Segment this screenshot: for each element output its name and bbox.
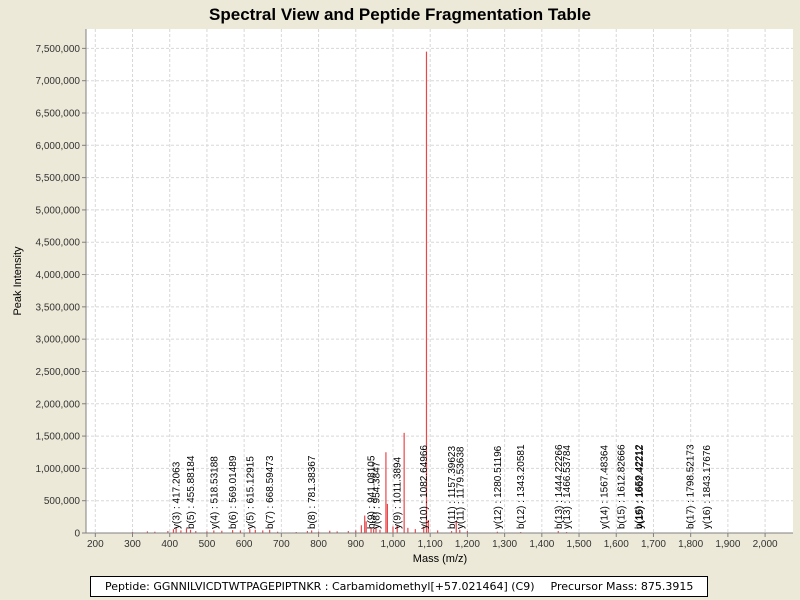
- peak-annotation: y(15) : 1662.42212: [635, 445, 646, 529]
- x-axis-label: Mass (m/z): [413, 553, 467, 565]
- y-tick-label: 4,500,000: [36, 238, 81, 249]
- peak-annotation: y(3) : 417.2063: [172, 461, 183, 529]
- peak-annotation: b(11) : 1157.39623: [447, 446, 458, 529]
- x-tick-label: 1,800: [678, 539, 703, 550]
- peptide-info-box: Peptide: GGNNILVICDTWTPAGEPIPTNKR : Carb…: [90, 576, 708, 597]
- peak-annotation: y(10) : 1082.64966: [419, 445, 430, 529]
- x-tick-label: 900: [347, 539, 364, 550]
- peak-annotation: y(8) : 954.3847: [372, 461, 383, 529]
- peak-annotation: y(16) : 1843.17676: [702, 445, 713, 529]
- y-tick-label: 3,500,000: [36, 302, 81, 313]
- x-tick-label: 1,400: [529, 539, 554, 550]
- x-tick-label: 1,300: [492, 539, 517, 550]
- peak-annotation: b(9) : 941.08105: [367, 455, 378, 529]
- grid-lines: [86, 29, 793, 534]
- y-tick-label: 500,000: [44, 496, 81, 507]
- peak-annotation: y(11) : 1179.53638: [455, 446, 466, 529]
- x-tick-label: 1,700: [641, 539, 666, 550]
- peak-annotation: b(16) : 1659.42212: [634, 444, 645, 529]
- x-tick-label: 400: [161, 539, 178, 550]
- y-tick-label: 7,500,000: [36, 44, 81, 55]
- y-tick-label: 2,500,000: [36, 367, 81, 378]
- y-tick-label: 6,000,000: [36, 141, 81, 152]
- peak-annotation: b(6) : 569.01489: [228, 455, 239, 529]
- x-tick-label: 800: [310, 539, 327, 550]
- y-tick-label: 3,000,000: [36, 335, 81, 346]
- x-tick-label: 1,500: [567, 539, 592, 550]
- y-tick-label: 4,000,000: [36, 270, 81, 281]
- y-tick-label: 7,000,000: [36, 76, 81, 87]
- peak-annotation: b(17) : 1798.52173: [686, 444, 697, 529]
- chart-title: Spectral View and Peptide Fragmentation …: [209, 5, 591, 24]
- peak-annotation: b(13) : 1444.22266: [554, 444, 565, 529]
- x-tick-label: 1,900: [715, 539, 740, 550]
- precursor-mass-label: Precursor Mass: 875.3915: [550, 580, 694, 593]
- x-tick-label: 1,000: [380, 539, 405, 550]
- y-tick-label: 5,000,000: [36, 205, 81, 216]
- peak-annotation: y(5) : 615.12915: [245, 456, 256, 529]
- x-tick-label: 1,100: [418, 539, 443, 550]
- peak-annotation: y(9) : 1011.3894: [393, 456, 404, 529]
- x-tick-label: 300: [124, 539, 141, 550]
- peak-annotation: y(13) : 1466.53784: [562, 445, 573, 529]
- y-tick-label: 5,500,000: [36, 173, 81, 184]
- x-tick-label: 1,600: [604, 539, 629, 550]
- peak-annotation: y(14) : 1567.48364: [600, 445, 611, 529]
- x-tick-label: 1,200: [455, 539, 480, 550]
- peak-annotations: y(3) : 417.2063 b(5) : 455.88184 y(4) : 51…: [172, 444, 714, 529]
- peak-annotation: b(8) : 781.38367: [307, 455, 318, 529]
- y-tick-label: 6,500,000: [36, 109, 81, 120]
- axes: 200 300 400 500 600 700 800 900 1,000 1,100 1,200 1…: [36, 29, 793, 550]
- x-tick-label: 500: [199, 539, 216, 550]
- peak-annotation: b(5) : 455.88184: [186, 455, 197, 529]
- y-tick-label: 2,000,000: [36, 399, 81, 410]
- y-axis-label: Peak Intensity: [12, 246, 24, 316]
- peak-annotation: y(4) : 518.53188: [209, 456, 220, 529]
- x-tick-label: 600: [236, 539, 253, 550]
- y-tick-label: 1,000,000: [36, 464, 81, 475]
- peak-annotation: y(12) : 1280.51196: [493, 445, 504, 529]
- x-tick-label: 700: [273, 539, 290, 550]
- peak-annotation: b(12) : 1343.20581: [516, 444, 527, 529]
- y-tick-label: 1,500,000: [36, 432, 81, 443]
- peak-annotation: b(15) : 1612.82666: [617, 444, 628, 529]
- x-tick-label: 2,000: [753, 539, 778, 550]
- y-tick-label: 0: [74, 529, 80, 540]
- x-tick-label: 200: [87, 539, 104, 550]
- peptide-label: Peptide: GGNNILVICDTWTPAGEPIPTNKR : Carb…: [105, 580, 535, 593]
- peak-annotation: b(7) : 668.59473: [265, 455, 276, 529]
